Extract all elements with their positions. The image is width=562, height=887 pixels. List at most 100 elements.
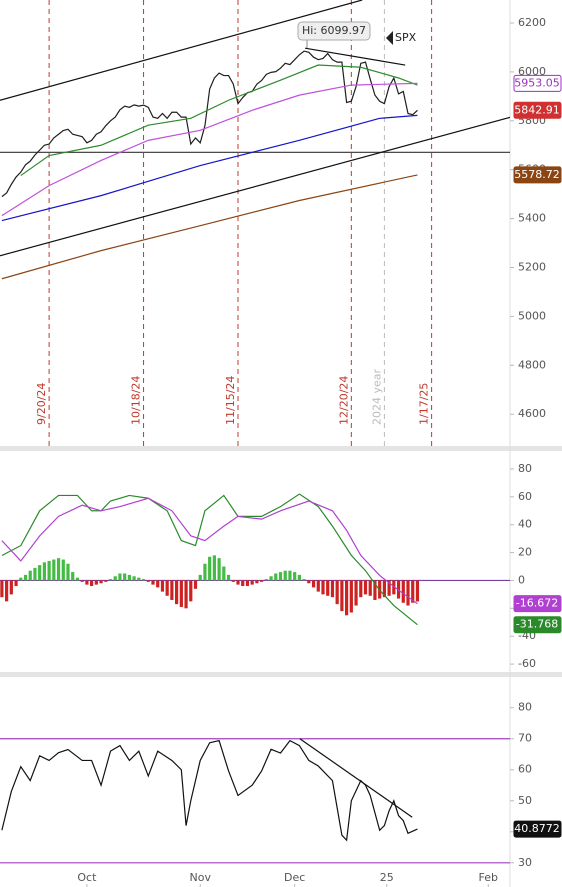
histogram-bar [283, 570, 287, 581]
histogram-bar [132, 576, 136, 581]
series-line [1, 497, 418, 605]
histogram-bar [382, 580, 386, 598]
y-tick-label: 30 [518, 856, 532, 869]
symbol: SPX [395, 31, 417, 44]
value-tag [513, 74, 562, 92]
histogram-bar [250, 580, 254, 585]
y-tick-label: 5200 [518, 261, 546, 274]
histogram-bar [23, 574, 28, 581]
series-line [1, 50, 418, 198]
histogram-bar [208, 556, 212, 581]
histogram-bar [311, 580, 316, 588]
histogram-bar [368, 580, 372, 596]
event-label: 1/17/25 [418, 383, 431, 425]
histogram-bar [415, 580, 420, 602]
histogram-bar [264, 579, 268, 581]
histogram-bar [411, 580, 415, 603]
histogram-bar [297, 574, 301, 581]
hi-label: Hi: 6099.97 [302, 24, 366, 37]
series-line [1, 493, 418, 626]
histogram-bar [104, 580, 108, 582]
value-tag [513, 166, 562, 184]
series-line [1, 739, 418, 842]
histogram-bar [90, 580, 94, 587]
histogram-bar [151, 580, 155, 585]
y-tick-label: 6000 [518, 65, 546, 78]
event-label: 12/20/24 [337, 376, 350, 425]
histogram-bar [123, 573, 127, 581]
histogram-bar [14, 580, 18, 587]
value-tag [513, 101, 562, 119]
histogram-bar [42, 562, 46, 581]
value-tag [513, 616, 562, 634]
histogram-bar [392, 580, 396, 595]
trend-line [299, 738, 413, 818]
y-tick-label: 40 [518, 518, 532, 531]
value-tag [513, 820, 562, 838]
x-tick-label: Dec [284, 871, 305, 884]
histogram-bar [274, 573, 278, 581]
y-tick-label: 70 [518, 732, 532, 745]
histogram-bar [269, 576, 273, 581]
histogram-bar [212, 555, 216, 581]
y-tick-label: 80 [518, 701, 532, 714]
histogram-bar [316, 580, 320, 592]
histogram-bar [307, 580, 311, 584]
histogram-bar [0, 580, 4, 598]
value-tag-label: -16.672 [516, 597, 558, 610]
histogram-bar [75, 577, 80, 581]
histogram-bar [113, 576, 117, 581]
histogram-bar [321, 580, 325, 595]
histogram-bar [94, 580, 98, 585]
hi-box [297, 21, 371, 41]
histogram-bar [160, 580, 165, 592]
symbol-marker [386, 31, 393, 45]
histogram-bar [330, 580, 335, 598]
y-tick-label: 4600 [518, 407, 546, 420]
histogram-bar [175, 580, 179, 605]
histogram-bar [349, 580, 353, 613]
trend-line [0, 116, 510, 257]
histogram-bar [184, 580, 188, 609]
event-label: 10/18/24 [130, 376, 143, 425]
histogram-bar [141, 579, 146, 581]
panel [0, 0, 510, 446]
x-tick-label: Feb [479, 871, 498, 884]
histogram-bar [179, 580, 183, 607]
histogram-bar [52, 559, 56, 581]
histogram-bar [288, 570, 292, 581]
histogram-bar [38, 565, 42, 581]
histogram-bar [255, 580, 259, 584]
histogram-bar [28, 570, 32, 581]
y-tick-label: 60 [518, 490, 532, 503]
y-tick-label: -60 [518, 657, 536, 670]
x-tick-label: Oct [77, 871, 97, 884]
panel [0, 738, 510, 864]
x-tick-label: Nov [189, 871, 211, 884]
histogram-bar [373, 580, 377, 600]
histogram-bar [198, 574, 202, 581]
histogram-bar [236, 580, 240, 585]
value-tag-label: -31.768 [516, 618, 558, 631]
panel-separator [0, 672, 562, 677]
histogram-bar [9, 580, 13, 595]
histogram-bar [33, 567, 37, 581]
histogram-bar [137, 577, 141, 581]
histogram-bar [5, 580, 9, 602]
event-label: 9/20/24 [35, 383, 48, 425]
y-tick-label: 5400 [518, 212, 546, 225]
histogram-bar [203, 563, 207, 581]
histogram-bar [231, 580, 235, 582]
histogram-bar [401, 580, 405, 603]
histogram-bar [302, 579, 306, 581]
panel [0, 493, 510, 626]
series-line [1, 114, 418, 222]
series-line [1, 174, 418, 280]
x-tick-label: 25 [380, 871, 394, 884]
series-line [1, 82, 418, 217]
histogram-bar [241, 580, 245, 587]
histogram-bar [108, 579, 113, 581]
histogram-bar [363, 580, 368, 595]
histogram-bar [217, 558, 221, 581]
